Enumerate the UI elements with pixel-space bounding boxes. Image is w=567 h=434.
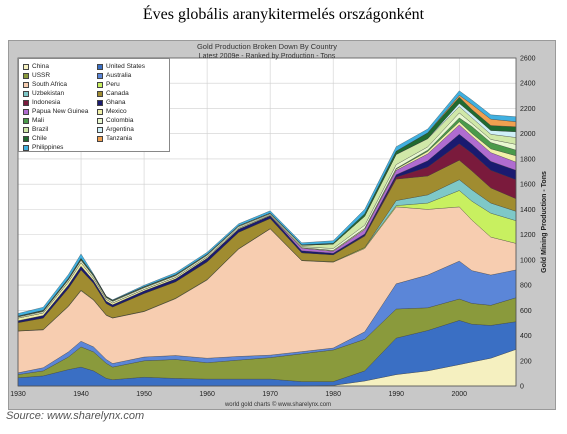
x-tick-label: 1970 [262, 391, 278, 398]
y-tick-label: 400 [520, 333, 532, 340]
legend-item-canada: Canada [97, 89, 129, 98]
chart-title: Gold Production Broken Down By Country [197, 42, 337, 51]
legend-label: Peru [106, 81, 120, 88]
y-tick-label: 2400 [520, 81, 536, 88]
y-tick-label: 1400 [520, 207, 536, 214]
y-tick-label: 0 [520, 384, 524, 391]
legend-label: Canada [106, 90, 129, 97]
y-tick-label: 1600 [520, 182, 536, 189]
chart-footer: world gold charts © www.sharelynx.com [224, 401, 331, 408]
legend-item-papua-new-guinea: Papua New Guinea [23, 107, 88, 116]
legend-item-chile: Chile [23, 134, 47, 143]
legend-item-indonesia: Indonesia [23, 98, 60, 107]
x-tick-label: 1980 [325, 391, 341, 398]
legend-item-argentina: Argentina [97, 125, 134, 134]
legend-item-tanzania: Tanzania [97, 134, 132, 143]
legend-item-china: China [23, 62, 49, 71]
area-layer [17, 90, 517, 387]
chart-subtitle: Latest 2009e - Ranked by Production - To… [199, 53, 336, 60]
legend-label: Australia [106, 72, 132, 79]
page-title: Éves globális aranykitermelés országonké… [142, 6, 425, 23]
legend-item-australia: Australia [97, 71, 131, 80]
y-tick-label: 2600 [520, 56, 536, 63]
legend-swatch [97, 72, 103, 79]
legend-label: Brazil [32, 126, 49, 133]
legend-swatch [97, 81, 103, 88]
legend-item-south-africa: South Africa [23, 80, 67, 89]
legend-swatch [23, 144, 29, 151]
y-tick-label: 200 [520, 358, 532, 365]
legend-swatch [23, 72, 29, 79]
legend-label: Tanzania [106, 135, 133, 142]
y-tick-label: 800 [520, 283, 532, 290]
legend-swatch [97, 135, 103, 142]
x-tick-label: 1940 [73, 391, 89, 398]
legend-item-mexico: Mexico [97, 107, 127, 116]
legend-swatch [23, 90, 29, 97]
legend-swatch [23, 63, 29, 70]
legend-swatch [97, 126, 103, 133]
plot-border [17, 57, 517, 387]
source-note: Source: www.sharelynx.com [6, 410, 145, 422]
y-tick-label: 2000 [520, 131, 536, 138]
legend-item-brazil: Brazil [23, 125, 48, 134]
legend-item-mali: Mali [23, 116, 44, 125]
y-tick-label: 1800 [520, 156, 536, 163]
legend-label: Papua New Guinea [32, 108, 89, 115]
x-tick-label: 1930 [10, 391, 26, 398]
legend-swatch [23, 99, 29, 106]
legend-item-ussr: USSR [23, 71, 50, 80]
legend-swatch [23, 126, 29, 133]
legend-swatch [23, 135, 29, 142]
legend-label: Uzbekistan [32, 90, 65, 97]
x-tick-label: 1950 [136, 391, 152, 398]
legend-item-united-states: United States [97, 62, 145, 71]
legend-swatch [23, 117, 29, 124]
x-tick-label: 1960 [199, 391, 215, 398]
y-tick-label: 1200 [520, 232, 536, 239]
legend-item-peru: Peru [97, 80, 120, 89]
x-tick-label: 1990 [388, 391, 404, 398]
legend: China United States USSR Australia South Afr… [18, 58, 170, 152]
legend-swatch [97, 108, 103, 115]
legend-label: Indonesia [32, 99, 61, 106]
y-tick-labels: 0 200 400 600 800 1000 1200 1400 1600 1800 2000 220… [520, 56, 536, 391]
legend-label: Mexico [106, 108, 127, 115]
legend-label: USSR [32, 72, 51, 79]
x-tick-labels: 1930 1940 1950 1960 1970 1980 1990 2000 [10, 391, 467, 398]
legend-swatch [23, 81, 29, 88]
legend-label: South Africa [32, 81, 68, 88]
legend-swatch [97, 90, 103, 97]
legend-label: Ghana [106, 99, 126, 106]
legend-label: Argentina [106, 126, 134, 133]
y-axis-label: Gold Mining Production - Tons [541, 171, 548, 273]
legend-swatch [23, 108, 29, 115]
legend-label: Philippines [32, 144, 64, 151]
legend-item-philippines: Philippines [23, 143, 63, 152]
y-tick-label: 2200 [520, 106, 536, 113]
legend-label: Colombia [106, 117, 134, 124]
legend-swatch [97, 63, 103, 70]
legend-item-colombia: Colombia [97, 116, 133, 125]
legend-swatch [97, 99, 103, 106]
legend-item-uzbekistan: Uzbekistan [23, 89, 64, 98]
legend-item-ghana: Ghana [97, 98, 126, 107]
x-tick-label: 2000 [451, 391, 467, 398]
legend-label: China [32, 63, 49, 70]
legend-label: Mali [32, 117, 44, 124]
y-tick-label: 1000 [520, 257, 536, 264]
legend-swatch [97, 117, 103, 124]
y-tick-label: 600 [520, 308, 532, 315]
legend-label: Chile [32, 135, 47, 142]
legend-label: United States [106, 63, 146, 70]
